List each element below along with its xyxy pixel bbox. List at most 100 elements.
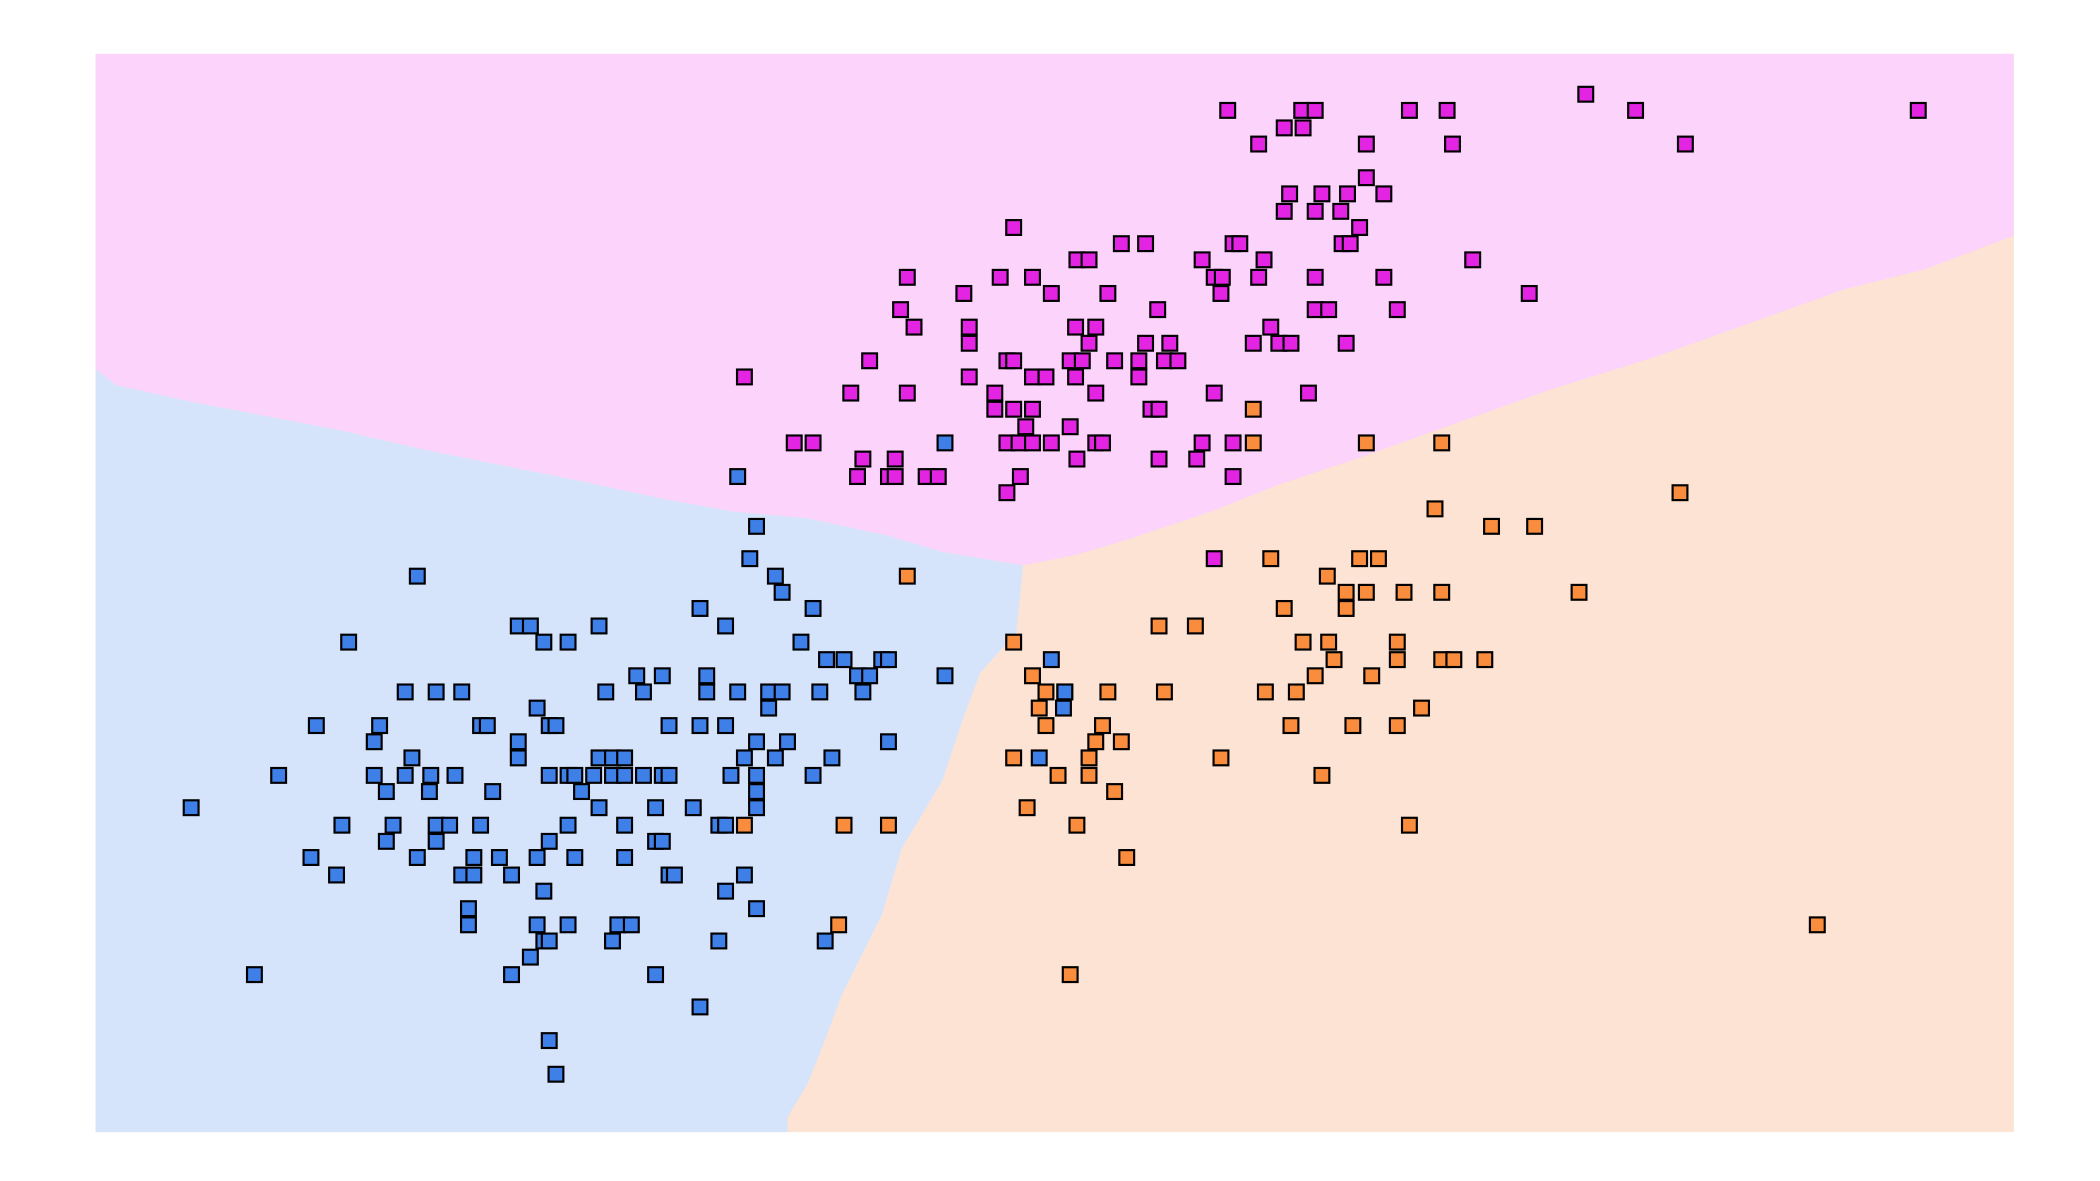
point [1287,683,1305,701]
point [1388,301,1406,319]
point [478,717,496,735]
point [849,468,866,486]
point [1337,583,1355,601]
point [835,651,853,669]
point [377,832,395,850]
point [792,633,810,651]
point [182,799,200,817]
point [773,583,791,601]
point [446,766,464,784]
point [371,717,389,735]
point [1205,550,1223,568]
point [748,733,766,751]
point [1464,251,1482,269]
point [521,617,539,635]
point [1054,699,1072,717]
point [1030,699,1048,717]
point [540,932,558,950]
point [1061,418,1079,436]
point [1137,235,1155,253]
point [1193,251,1211,269]
point [1130,368,1148,386]
point [1275,202,1293,220]
point [1318,567,1336,585]
point [936,434,954,452]
point [773,683,791,701]
point [384,816,402,834]
point [684,799,702,817]
point [1400,816,1418,834]
point [1256,683,1274,701]
point [1169,352,1187,370]
point [1671,484,1689,502]
point [1337,599,1355,617]
point [879,816,897,834]
point [1341,235,1359,253]
point [717,816,735,834]
point [1444,135,1461,153]
point [1438,101,1456,119]
point [1395,583,1413,601]
point [647,966,665,984]
point [1357,434,1375,452]
point [955,284,973,302]
point [540,832,558,850]
point [1213,268,1231,286]
point [1005,352,1023,370]
point [1037,683,1055,701]
point [1282,717,1300,735]
point [766,567,784,585]
point [892,301,910,319]
point [604,932,621,950]
point [1281,185,1299,203]
point [1357,135,1375,153]
point [1337,334,1355,352]
point [1325,651,1343,669]
point [1306,268,1324,286]
point [1244,434,1262,452]
point [1400,101,1418,119]
point [698,683,716,701]
point [484,783,502,801]
point [1112,733,1130,751]
point [1275,119,1293,137]
point [660,766,678,784]
point [1375,185,1393,203]
point [741,550,759,568]
point [1332,202,1350,220]
point [1483,517,1501,535]
point [1186,617,1204,635]
point [1137,334,1155,352]
point [559,916,577,934]
point [465,866,483,884]
point [453,683,471,701]
point [566,849,584,866]
point [1024,268,1041,286]
point [647,799,665,817]
point [1320,633,1338,651]
point [1212,284,1230,302]
point [333,816,351,834]
point [1087,318,1105,336]
point [936,667,954,685]
point [528,699,546,717]
point [365,733,383,751]
point [1224,468,1242,486]
point [748,766,766,784]
point [1024,434,1041,452]
point [270,766,288,784]
point [1244,334,1262,352]
point [590,617,608,635]
point [1042,434,1060,452]
point [547,1065,565,1083]
point [459,916,477,934]
point [1313,766,1331,784]
point [835,816,853,834]
point [991,268,1009,286]
point [898,268,916,286]
point [1306,202,1324,220]
point [566,766,584,784]
point [830,916,848,934]
point [1808,916,1826,934]
